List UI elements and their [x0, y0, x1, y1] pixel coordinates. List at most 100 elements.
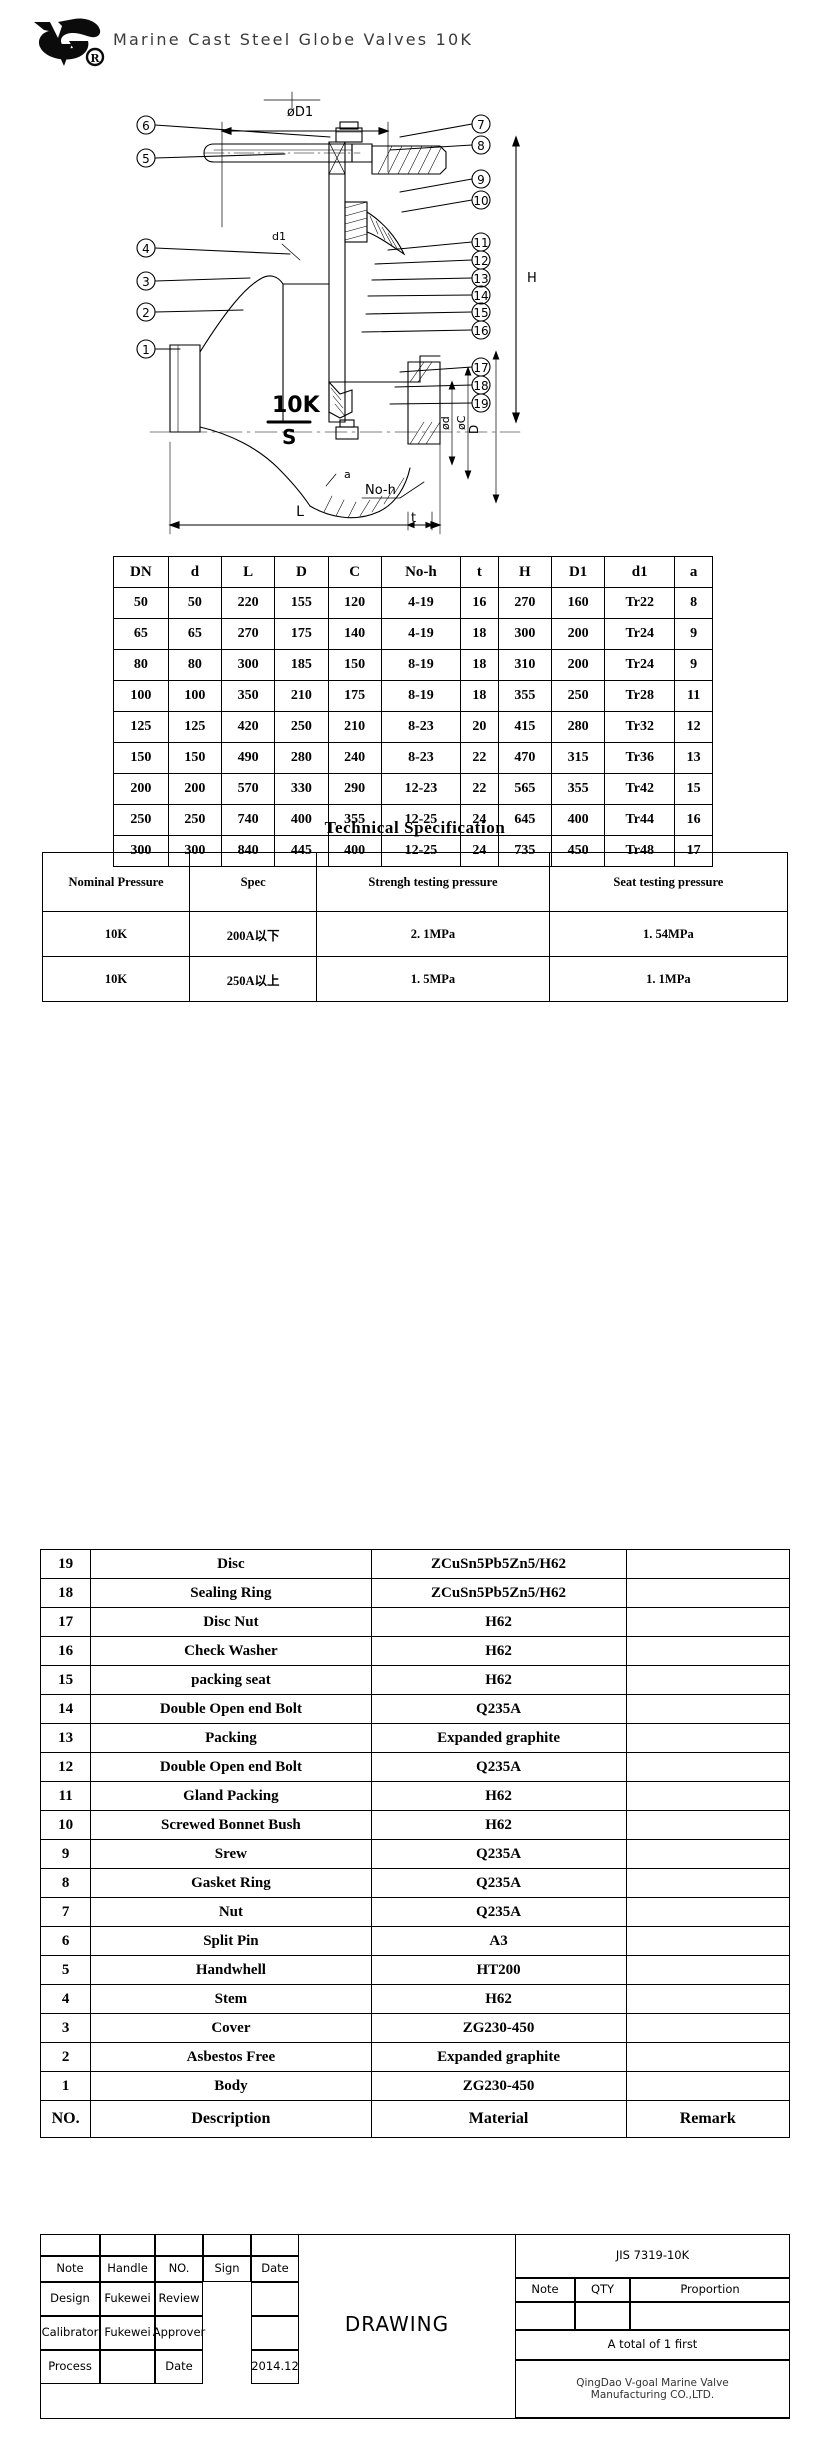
parts-cell: 4: [39, 1984, 92, 2014]
dim-cell: 470: [497, 742, 552, 774]
svg-text:ød: ød: [439, 416, 452, 430]
parts-cell: 10: [39, 1810, 92, 1840]
parts-cell: Cover: [90, 2013, 372, 2043]
parts-cell: [625, 1868, 790, 1898]
svg-text:øC: øC: [455, 415, 468, 430]
svg-text:17: 17: [473, 361, 488, 375]
parts-cell: 16: [39, 1636, 92, 1666]
dim-cell: 18: [459, 680, 499, 712]
parts-cell: [625, 1839, 790, 1869]
dim-cell: 280: [274, 742, 329, 774]
dim-cell: 18: [459, 618, 499, 650]
parts-cell: Q235A: [370, 1868, 627, 1898]
parts-cell: H62: [370, 1665, 627, 1695]
dim-cell: 20: [459, 711, 499, 743]
parts-cell: Screwed Bonnet Bush: [90, 1810, 372, 1840]
dim-cell: 175: [327, 680, 382, 712]
dim-cell: 125: [167, 711, 223, 743]
svg-text:t: t: [411, 511, 416, 526]
svg-text:No-h: No-h: [365, 483, 396, 498]
valve-body: [149, 275, 521, 519]
dimension-a: a: [325, 468, 351, 487]
title-block-col-header: Sign: [203, 2256, 251, 2282]
parts-cell: Sealing Ring: [90, 1578, 372, 1608]
dim-cell: 12: [674, 711, 713, 743]
valve-technical-drawing: 6 5 4 3 2 1 7 8 9 10 11 12: [0, 82, 830, 537]
dim-cell: 140: [327, 618, 382, 650]
title-block-row-value: [251, 2316, 299, 2350]
title-block-standard: JIS 7319-10K: [515, 2234, 790, 2278]
list-item: 13 Packing Expanded graphite: [39, 1723, 790, 1753]
parts-cell: Disc Nut: [90, 1607, 372, 1637]
parts-cell: Double Open end Bolt: [90, 1694, 372, 1724]
parts-cell: H62: [370, 1984, 627, 2014]
title-block-right-header: Proportion: [630, 2278, 790, 2302]
dim-cell: 155: [274, 587, 329, 619]
list-item: 5 Handwhell HT200: [39, 1955, 790, 1985]
parts-header-cell: Description: [90, 2100, 372, 2138]
title-block-col-header: Handle: [100, 2256, 155, 2282]
parts-cell: [625, 1810, 790, 1840]
title-block-col-header: Date: [251, 2256, 299, 2282]
parts-cell: 13: [39, 1723, 92, 1753]
dim-cell: 200: [167, 773, 223, 805]
parts-list-body: 19 Disc ZCuSn5Pb5Zn5/H62 18 Sealing Ring ZCuS…: [39, 1549, 790, 2138]
dim-cell: 175: [274, 618, 329, 650]
parts-list-header-row: NO. Description Material Remark: [39, 2100, 790, 2138]
title-block-row-label: Process: [40, 2350, 100, 2384]
dim-cell: 24: [459, 804, 499, 836]
title-block-row-value: [251, 2282, 299, 2316]
svg-text:13: 13: [473, 272, 488, 286]
table-row: 65 65 270 175 140 4-19 18 300 200 Tr24 9: [113, 618, 713, 650]
dimension-table-body: 50 50 220 155 120 4-19 16 270 160 Tr22 8 65 65 270 175…: [113, 587, 713, 867]
dim-cell: 355: [327, 804, 382, 836]
dim-cell: 8: [674, 587, 713, 619]
dim-cell: 9: [674, 649, 713, 681]
svg-text:14: 14: [473, 289, 488, 303]
dim-cell: 210: [327, 711, 382, 743]
v-goal-logo: R: [28, 16, 105, 67]
parts-cell: Body: [90, 2071, 372, 2101]
dim-col-t: t: [459, 556, 499, 588]
dim-cell: 4-19: [380, 618, 461, 650]
dim-cell: 50: [113, 587, 169, 619]
tech-col-1: Spec: [189, 852, 318, 912]
title-block-blank-cell: [203, 2234, 251, 2256]
title-block-total: A total of 1 first: [515, 2330, 790, 2360]
table-row: 10K 200A以下 2. 1MPa 1. 54MPa: [41, 911, 789, 957]
table-row: 125 125 420 250 210 8-23 20 415 280 Tr32 12: [113, 711, 713, 743]
title-block-right-header: Note: [515, 2278, 575, 2302]
dim-cell: 330: [274, 773, 329, 805]
tech-cell: 200A以下: [189, 911, 318, 957]
dim-cell: 100: [113, 680, 169, 712]
title-block-row-label: Design: [40, 2282, 100, 2316]
title-block-row-role: Review: [155, 2282, 203, 2316]
svg-text:7: 7: [477, 118, 485, 132]
svg-text:R: R: [90, 52, 100, 65]
list-item: 1 Body ZG230-450: [39, 2071, 790, 2101]
parts-cell: Nut: [90, 1897, 372, 1927]
parts-cell: [625, 1665, 790, 1695]
svg-text:16: 16: [473, 324, 488, 338]
list-item: 19 Disc ZCuSn5Pb5Zn5/H62: [39, 1549, 790, 1579]
dim-cell: 270: [497, 587, 552, 619]
svg-text:5: 5: [142, 152, 150, 166]
tech-spec-wrapper: Nominal Pressure Spec Strengh testing pres…: [41, 852, 789, 1002]
tech-col-2: Strengh testing pressure: [316, 852, 550, 912]
list-item: 3 Cover ZG230-450: [39, 2013, 790, 2043]
parts-cell: HT200: [370, 1955, 627, 1985]
dim-cell: 240: [327, 742, 382, 774]
title-block-right-value: [575, 2302, 630, 2330]
parts-cell: 1: [39, 2071, 92, 2101]
dim-col-H: H: [497, 556, 552, 588]
list-item: 15 packing seat H62: [39, 1665, 790, 1695]
list-item: 12 Double Open end Bolt Q235A: [39, 1752, 790, 1782]
svg-text:11: 11: [473, 236, 488, 250]
dim-cell: 13: [674, 742, 713, 774]
parts-cell: 6: [39, 1926, 92, 1956]
dim-cell: 150: [113, 742, 169, 774]
dim-cell: 16: [674, 804, 713, 836]
parts-cell: [625, 1752, 790, 1782]
tech-cell: 250A以上: [189, 956, 318, 1002]
